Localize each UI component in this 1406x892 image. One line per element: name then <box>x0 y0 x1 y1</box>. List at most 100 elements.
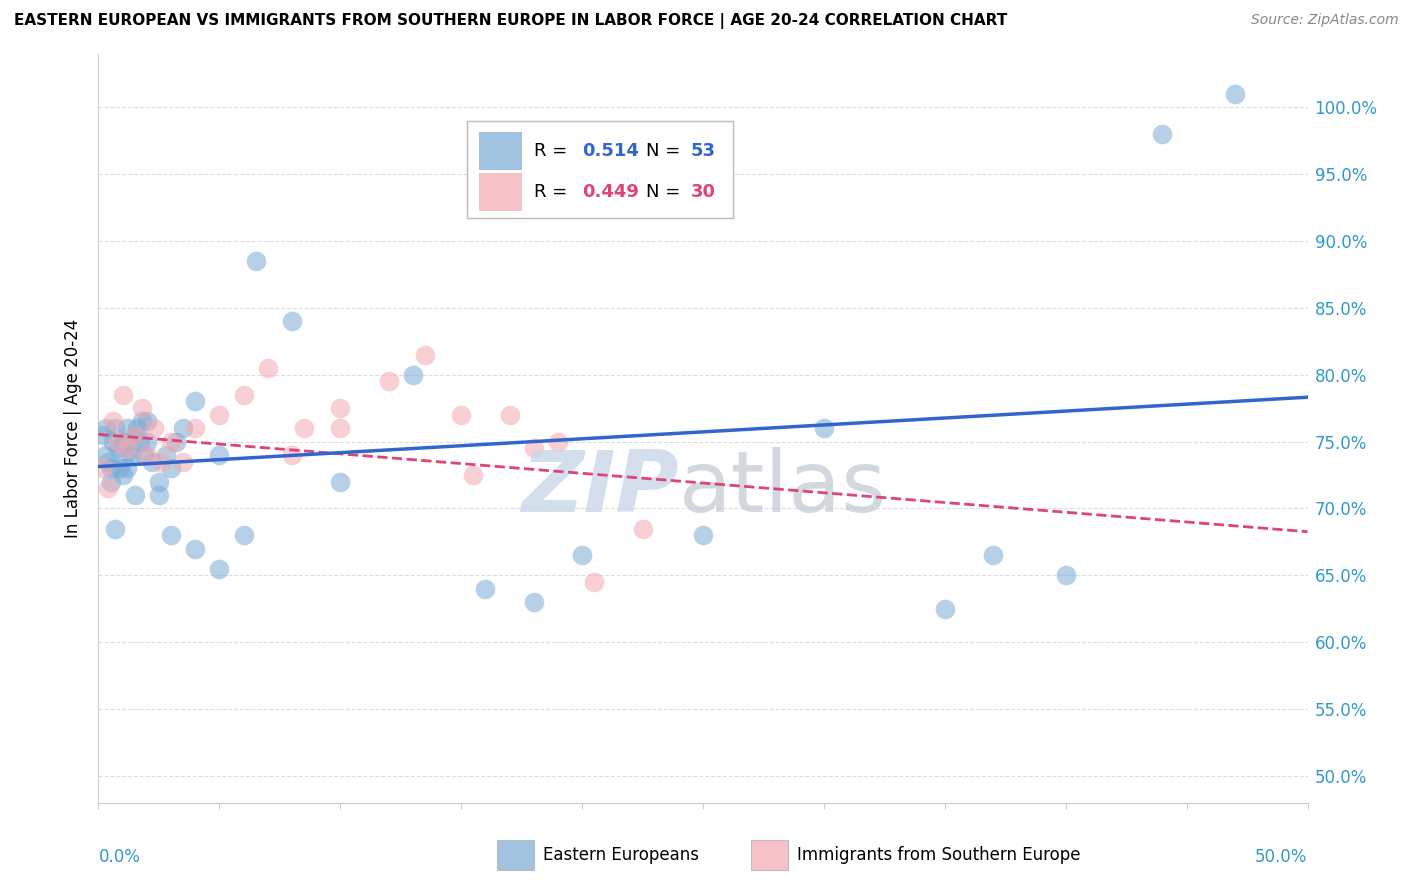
Point <box>184 541 207 556</box>
Point <box>91 428 114 442</box>
Point <box>94 448 117 462</box>
Point <box>329 475 352 489</box>
Text: R =: R = <box>534 142 572 160</box>
Point <box>118 434 141 449</box>
Point <box>184 394 207 409</box>
FancyBboxPatch shape <box>467 121 734 219</box>
Point <box>232 528 254 542</box>
Bar <box>751 840 787 871</box>
Text: R =: R = <box>534 183 572 201</box>
Text: 30: 30 <box>690 183 716 201</box>
Point <box>100 461 122 475</box>
Point <box>402 368 425 382</box>
Point <box>281 448 304 462</box>
Point <box>111 467 134 482</box>
Text: N =: N = <box>647 183 686 201</box>
Point <box>117 461 139 475</box>
Point <box>135 448 157 462</box>
Point <box>101 434 124 449</box>
Point <box>184 421 207 435</box>
Bar <box>479 173 522 211</box>
Point <box>134 448 156 462</box>
Point <box>101 414 124 429</box>
Point <box>131 414 153 429</box>
Point <box>1223 87 1246 101</box>
Point <box>107 442 129 455</box>
Point <box>111 387 134 401</box>
Point <box>143 421 166 435</box>
Point <box>148 475 170 489</box>
Text: EASTERN EUROPEAN VS IMMIGRANTS FROM SOUTHERN EUROPE IN LABOR FORCE | AGE 20-24 C: EASTERN EUROPEAN VS IMMIGRANTS FROM SOUT… <box>14 13 1007 29</box>
Y-axis label: In Labor Force | Age 20-24: In Labor Force | Age 20-24 <box>65 318 83 538</box>
Point <box>107 434 129 449</box>
Point <box>305 809 328 823</box>
Point <box>1152 127 1174 141</box>
Bar <box>479 132 522 169</box>
Point <box>150 455 173 469</box>
Point <box>292 421 315 435</box>
Point <box>148 488 170 502</box>
Point <box>523 595 546 609</box>
Point <box>91 461 114 475</box>
Text: Immigrants from Southern Europe: Immigrants from Southern Europe <box>797 847 1081 864</box>
Point <box>329 401 352 416</box>
Point <box>463 467 485 482</box>
Point <box>165 434 187 449</box>
Text: 0.514: 0.514 <box>582 142 638 160</box>
Bar <box>498 840 534 871</box>
Text: N =: N = <box>647 142 686 160</box>
Point <box>160 528 183 542</box>
Point <box>97 455 120 469</box>
Point <box>208 408 231 422</box>
Point <box>100 475 122 489</box>
Point <box>108 461 131 475</box>
Point <box>128 434 150 449</box>
Point <box>208 448 231 462</box>
Point <box>124 428 146 442</box>
Point <box>692 528 714 542</box>
Point <box>94 421 117 435</box>
Point <box>124 428 146 442</box>
Point <box>329 421 352 435</box>
Text: 0.449: 0.449 <box>582 183 638 201</box>
Point <box>117 442 139 455</box>
Text: Source: ZipAtlas.com: Source: ZipAtlas.com <box>1251 13 1399 28</box>
Text: ZIP: ZIP <box>522 447 679 530</box>
Point <box>160 461 183 475</box>
Text: atlas: atlas <box>679 447 887 530</box>
Point <box>160 434 183 449</box>
Point <box>813 421 835 435</box>
Point <box>135 434 157 449</box>
Point <box>1054 568 1077 582</box>
Text: Eastern Europeans: Eastern Europeans <box>543 847 699 864</box>
Point <box>104 521 127 535</box>
Point <box>571 548 593 563</box>
Point <box>981 548 1004 563</box>
Point <box>141 455 163 469</box>
Point <box>245 254 267 268</box>
Point <box>413 347 436 362</box>
Point <box>474 582 496 596</box>
Point <box>111 434 134 449</box>
Point <box>172 455 194 469</box>
Text: 53: 53 <box>690 142 716 160</box>
Point <box>131 401 153 416</box>
Point <box>114 448 136 462</box>
Text: 50.0%: 50.0% <box>1256 847 1308 866</box>
Point <box>127 421 149 435</box>
Point <box>104 421 127 435</box>
Point <box>583 574 606 589</box>
Point <box>523 442 546 455</box>
Point <box>172 421 194 435</box>
Point <box>135 414 157 429</box>
Point <box>124 488 146 502</box>
Text: 0.0%: 0.0% <box>98 847 141 866</box>
Point <box>208 562 231 576</box>
Point <box>377 375 399 389</box>
Point <box>97 482 120 496</box>
Point <box>631 521 654 535</box>
Point <box>117 421 139 435</box>
Point <box>155 448 177 462</box>
Point <box>232 387 254 401</box>
Point <box>256 361 278 376</box>
